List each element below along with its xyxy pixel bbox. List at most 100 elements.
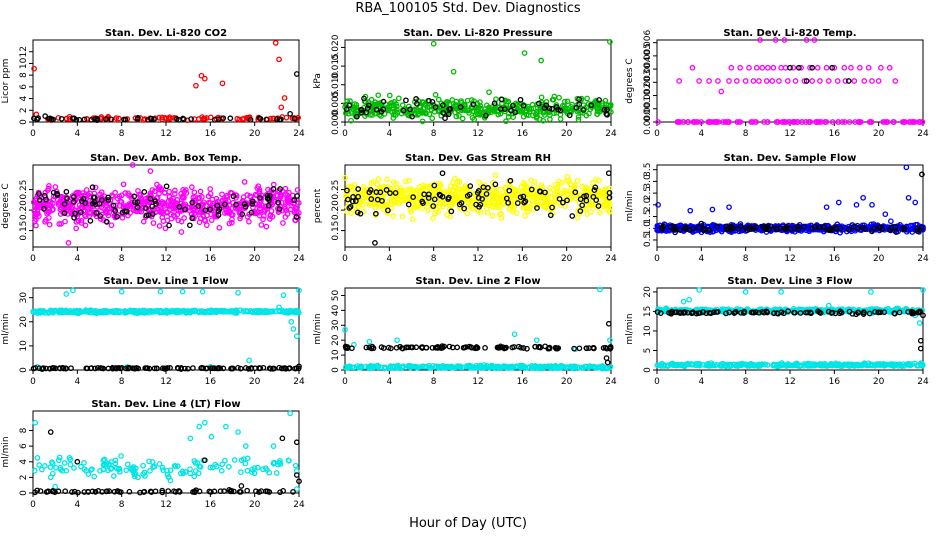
data-point	[742, 78, 749, 84]
data-point	[352, 198, 359, 204]
data-point	[486, 89, 492, 96]
data-point	[891, 310, 898, 317]
data-point	[246, 218, 252, 225]
data-point	[31, 115, 37, 122]
data-point	[482, 344, 488, 351]
data-point	[83, 365, 90, 372]
chart-svg: Stan. Dev. Li-820 Temp.0 4 8 12 16 20 240.0000…	[625, 28, 929, 139]
data-point	[734, 119, 741, 125]
y-tick-label: 0	[331, 367, 341, 373]
data-point	[365, 99, 372, 105]
data-point	[740, 310, 747, 316]
data-point	[173, 116, 180, 122]
data-point	[593, 104, 600, 111]
data-point	[109, 365, 116, 372]
data-point	[410, 194, 417, 201]
x-tick-label: 20	[561, 254, 573, 264]
data-point	[541, 105, 548, 111]
data-point	[295, 200, 302, 206]
data-point	[677, 119, 683, 125]
data-point	[726, 309, 733, 316]
data-point	[393, 106, 400, 113]
data-point	[510, 208, 516, 215]
data-point	[541, 203, 547, 210]
data-point	[186, 222, 193, 229]
data-point	[351, 181, 358, 188]
data-point	[726, 78, 732, 84]
data-point	[280, 292, 287, 299]
chart-svg: Stan. Dev. Amb. Box Temp.0 4 8 12 16 20 240.15…	[1, 153, 305, 264]
data-point	[440, 200, 446, 207]
data-point	[73, 116, 80, 123]
y-tick-label: 3.0	[643, 174, 653, 189]
data-point	[342, 326, 348, 333]
data-point	[229, 216, 235, 223]
data-point	[211, 117, 218, 123]
data-point	[518, 344, 524, 351]
data-point	[813, 119, 819, 125]
data-point	[233, 201, 239, 208]
data-point	[148, 308, 154, 315]
x-tick-label: 16	[205, 254, 217, 264]
data-point	[571, 363, 577, 370]
data-point	[823, 64, 830, 71]
data-point	[252, 191, 259, 198]
data-point	[448, 183, 454, 189]
data-point	[860, 194, 866, 201]
data-point	[180, 115, 186, 122]
data-point	[809, 78, 816, 84]
data-point	[497, 344, 503, 351]
data-point	[390, 213, 397, 220]
data-point	[832, 310, 839, 317]
data-point	[868, 228, 875, 234]
data-point	[120, 181, 127, 188]
data-point	[290, 200, 297, 207]
data-point	[349, 364, 356, 371]
data-point	[109, 308, 116, 315]
data-point	[406, 177, 412, 184]
data-point	[409, 216, 416, 223]
y-axis-label: ml/min	[1, 313, 11, 344]
data-point	[435, 209, 441, 215]
data-point	[268, 208, 275, 214]
data-point	[543, 98, 550, 105]
y-tick-label: 1.0	[643, 221, 653, 236]
data-point	[459, 115, 466, 122]
x-tick-label: 24	[605, 129, 617, 139]
data-point	[905, 194, 912, 201]
data-point	[899, 119, 906, 125]
data-point	[34, 207, 41, 213]
data-point	[52, 365, 59, 372]
data-point	[237, 215, 243, 222]
data-point	[843, 308, 850, 314]
data-point	[36, 197, 43, 203]
data-point	[717, 223, 723, 230]
data-point	[803, 37, 810, 43]
data-point	[50, 116, 56, 123]
data-point	[470, 101, 477, 108]
x-tick-label: 8	[743, 254, 749, 264]
data-point	[578, 364, 585, 371]
x-tick-label: 0	[342, 129, 348, 139]
data-point	[893, 226, 900, 233]
data-point	[344, 344, 351, 350]
data-point	[208, 217, 215, 224]
data-point	[99, 197, 105, 203]
data-point	[676, 78, 683, 84]
data-points	[30, 162, 302, 246]
data-point	[162, 189, 168, 196]
data-point	[108, 222, 115, 229]
y-tick-label: 0.001	[643, 96, 653, 122]
data-point	[197, 188, 204, 195]
data-point	[277, 186, 283, 192]
data-point	[112, 189, 119, 196]
data-point	[152, 198, 159, 205]
x-tick-label: 12	[784, 377, 795, 387]
data-point	[235, 289, 241, 296]
data-point	[817, 78, 823, 84]
data-point	[147, 195, 154, 202]
data-point	[737, 64, 743, 71]
data-point	[869, 201, 875, 208]
data-point	[407, 106, 413, 113]
data-point	[696, 287, 702, 293]
